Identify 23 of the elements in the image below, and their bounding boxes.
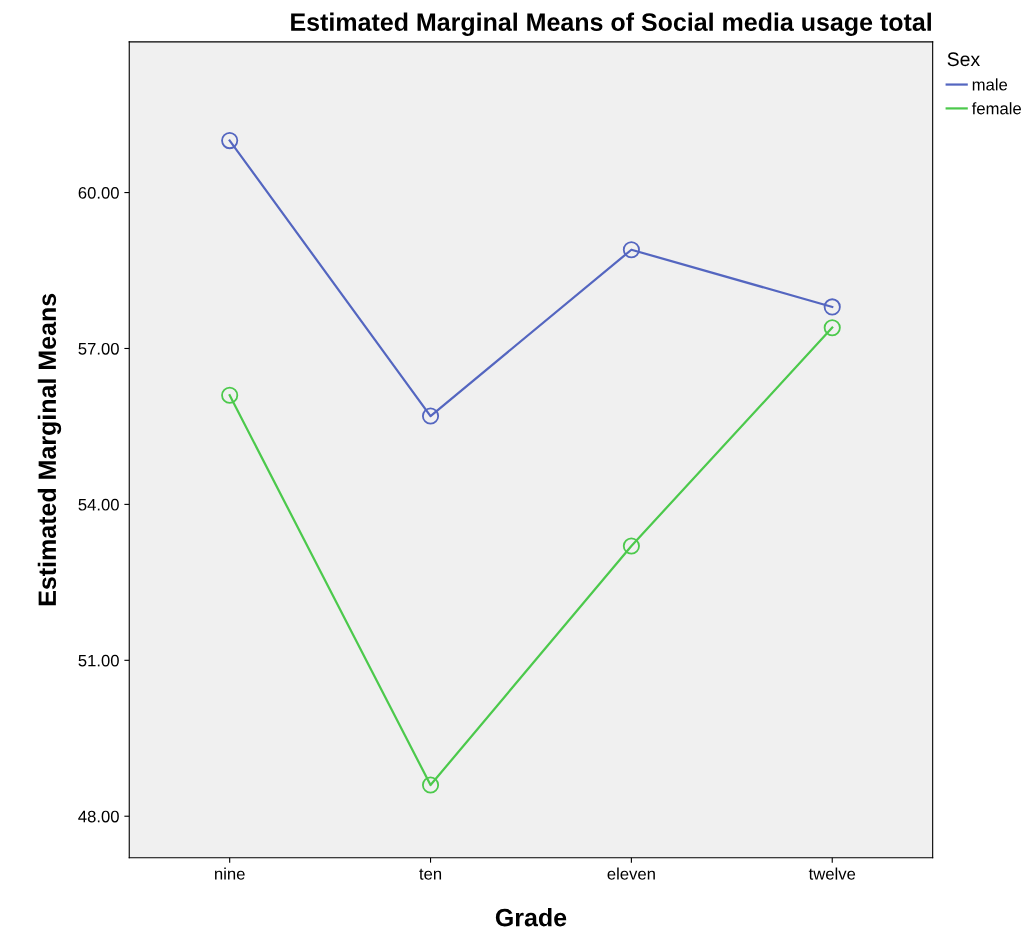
point xyxy=(221,132,239,150)
point xyxy=(823,298,841,316)
y-tick-label: 51.00 xyxy=(78,654,119,667)
point xyxy=(622,537,640,555)
x-tick-label: eleven xyxy=(607,867,655,880)
y-tick-label: 54.00 xyxy=(78,498,119,511)
legend-label: male xyxy=(972,78,1008,91)
legend-label: female xyxy=(971,102,1021,115)
point xyxy=(421,407,440,425)
point xyxy=(622,241,640,259)
x-tick-label: nine xyxy=(215,867,245,880)
x-tick-label: ten xyxy=(419,868,442,880)
y-tick-label: 48.00 xyxy=(78,810,119,823)
x-tick-label: twelve xyxy=(808,867,856,880)
point xyxy=(221,386,239,404)
y-tick-label: 57.00 xyxy=(78,342,119,355)
x-axis-title: Grade xyxy=(495,908,567,927)
chart-title: Estimated Marginal Means of Social media usage total xyxy=(291,12,931,37)
point xyxy=(823,319,841,337)
y-tick-label: 60.00 xyxy=(78,186,119,199)
y-axis-title: Estimated Marginal Means xyxy=(37,293,62,606)
legend-title: Sex xyxy=(947,52,980,67)
point xyxy=(421,776,440,794)
